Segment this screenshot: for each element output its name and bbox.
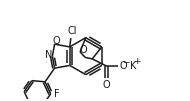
Text: O: O [103, 80, 110, 90]
Text: F: F [54, 89, 60, 99]
Text: Cl: Cl [68, 26, 77, 36]
Text: −: − [122, 57, 130, 66]
Text: O: O [79, 45, 87, 55]
Text: +: + [133, 57, 141, 66]
Text: O: O [53, 36, 60, 46]
Text: N: N [45, 50, 53, 60]
Text: O: O [119, 61, 127, 71]
Text: K: K [130, 61, 137, 71]
